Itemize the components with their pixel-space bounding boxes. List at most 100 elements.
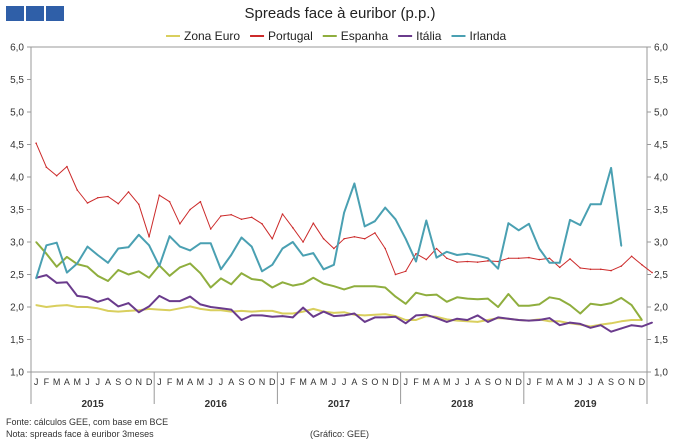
data-point [374, 285, 376, 288]
data-point [517, 319, 520, 321]
data-point [220, 268, 222, 271]
x-month-label: D [269, 377, 276, 387]
logo-block-3 [46, 6, 64, 21]
data-point [620, 265, 623, 267]
data-point [312, 252, 315, 254]
data-point [610, 322, 612, 325]
data-point [86, 306, 89, 308]
data-point [220, 215, 222, 217]
data-point [507, 317, 510, 320]
series-line [35, 241, 643, 321]
data-point [322, 282, 325, 285]
data-point [517, 257, 520, 260]
data-point [189, 262, 191, 265]
data-point [456, 319, 458, 322]
x-month-label: S [485, 377, 491, 387]
data-point [630, 324, 633, 327]
data-point [651, 321, 653, 324]
x-month-label: A [598, 377, 604, 387]
data-point [45, 306, 48, 308]
data-point [600, 203, 602, 206]
data-point [353, 236, 356, 238]
data-point [189, 249, 191, 252]
y-tick-label-right: 6,0 [654, 43, 668, 54]
data-point [497, 316, 499, 319]
data-point [209, 242, 212, 245]
data-point [148, 276, 150, 279]
data-point [148, 305, 150, 308]
y-tick-label-left: 6,0 [10, 43, 24, 54]
data-point [466, 260, 469, 263]
data-point [230, 308, 232, 311]
data-point [107, 297, 109, 300]
data-point [620, 245, 623, 247]
data-point [333, 247, 335, 250]
data-point [312, 315, 315, 318]
data-point [55, 241, 58, 244]
y-tick-label-right: 4,5 [654, 140, 668, 151]
x-month-label: J [342, 377, 347, 387]
x-month-label: D [639, 377, 646, 387]
data-point [281, 213, 284, 215]
x-year-label: 2016 [205, 399, 228, 410]
data-point [446, 257, 448, 260]
data-point [538, 303, 540, 306]
data-point [96, 275, 99, 277]
data-point [394, 315, 397, 318]
data-point [281, 315, 284, 317]
data-point [35, 142, 37, 144]
data-point [353, 285, 356, 288]
x-month-label: A [310, 377, 316, 387]
data-point [138, 270, 140, 273]
data-point [168, 275, 171, 277]
data-point [158, 265, 161, 267]
data-point [517, 304, 520, 307]
data-point [589, 302, 592, 305]
data-point [630, 255, 633, 258]
data-point [66, 271, 68, 274]
data-point [394, 295, 397, 298]
data-point [333, 263, 335, 266]
data-point [138, 203, 140, 206]
data-point [558, 262, 561, 264]
data-point [55, 265, 58, 268]
data-point [179, 307, 181, 310]
data-point [466, 252, 469, 255]
data-point [86, 202, 89, 204]
series-line [35, 143, 653, 275]
data-point [435, 317, 438, 319]
data-point [497, 267, 499, 270]
data-point [528, 223, 530, 225]
data-point [86, 245, 89, 248]
data-point [415, 291, 417, 294]
data-point [466, 319, 469, 321]
data-point [374, 314, 376, 316]
data-point [476, 298, 479, 301]
data-point [456, 317, 458, 320]
data-point [261, 223, 263, 225]
data-point [363, 321, 366, 323]
data-point [589, 327, 592, 329]
data-point [322, 310, 325, 313]
x-month-label: O [125, 377, 132, 387]
data-point [404, 270, 407, 273]
data-point [374, 220, 376, 222]
data-point [199, 242, 202, 245]
data-point [343, 237, 345, 240]
data-point [538, 258, 540, 261]
y-tick-label-left: 5,0 [10, 108, 24, 119]
data-point [281, 247, 284, 250]
x-month-label: M [197, 377, 205, 387]
data-point [66, 165, 68, 168]
data-point [199, 303, 202, 306]
data-point [415, 260, 417, 263]
data-point [55, 304, 58, 307]
data-point [45, 252, 48, 255]
data-point [271, 237, 274, 240]
data-point [548, 320, 551, 323]
data-point [425, 219, 428, 222]
data-point [333, 312, 335, 314]
data-point [148, 236, 150, 238]
y-tick-label-left: 2,0 [10, 303, 24, 314]
data-point [158, 308, 161, 311]
